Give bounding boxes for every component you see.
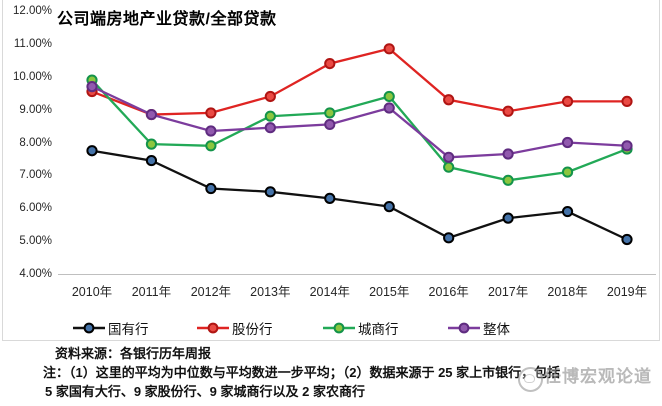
series-marker-state-owned (86, 145, 98, 157)
series-marker-state-owned (443, 232, 455, 244)
y-tick-label: 5.00% (19, 235, 52, 248)
legend-marker-icon (197, 322, 229, 334)
series-marker-overall (205, 125, 217, 137)
series-marker-overall (264, 122, 276, 134)
watermark: 任博宏观论道 (508, 356, 662, 392)
y-tick-label: 8.00% (19, 136, 52, 149)
legend-item-joint-stock: 股份行 (197, 318, 273, 338)
x-tick-label: 2010年 (71, 285, 113, 299)
series-line-state-owned (91, 149, 628, 241)
series-marker-overall (383, 102, 395, 114)
plot-area (58, 43, 656, 275)
series-marker-overall (561, 136, 574, 149)
series-marker-city-commercial (383, 90, 395, 103)
series-marker-state-owned (264, 186, 276, 198)
x-tick-label: 2013年 (250, 285, 291, 299)
legend-dot (333, 322, 345, 334)
legend-label: 股份行 (232, 322, 273, 337)
series-marker-city-commercial (502, 174, 514, 186)
series-marker-city-commercial (324, 107, 336, 119)
source-note: 资料来源：各银行历年周报 (55, 346, 212, 361)
series-marker-state-owned (561, 205, 574, 218)
legend-item-city-commercial: 城商行 (323, 318, 399, 338)
series-marker-joint-stock (205, 107, 217, 119)
x-tick-label: 2015年 (369, 285, 410, 299)
series-marker-overall (145, 108, 158, 121)
chart-border (2, 0, 660, 341)
x-tick-label: 2018年 (547, 285, 588, 299)
series-marker-joint-stock (324, 58, 336, 70)
x-tick-label: 2012年 (190, 285, 232, 299)
series-marker-city-commercial (443, 161, 455, 173)
legend-dot (83, 322, 95, 334)
series-marker-joint-stock (264, 90, 276, 103)
series-marker-overall (502, 148, 514, 160)
x-tick-label: 2017年 (487, 285, 529, 299)
series-line-city-commercial (91, 79, 628, 182)
y-tick-label: 7.00% (19, 169, 52, 182)
series-marker-city-commercial (205, 140, 217, 152)
series-line-joint-stock (91, 47, 627, 116)
series-marker-joint-stock (561, 95, 574, 108)
series-marker-state-owned (621, 233, 633, 246)
y-tick-label: 10.00% (12, 70, 52, 83)
series-marker-city-commercial (145, 138, 158, 150)
y-tick-label: 6.00% (19, 202, 52, 215)
y-tick-label: 12.00% (12, 5, 52, 17)
legend-label: 整体 (483, 322, 510, 337)
legend-label: 国有行 (108, 322, 149, 337)
series-marker-state-owned (324, 192, 336, 204)
series-marker-state-owned (383, 201, 395, 213)
x-tick-label: 2011年 (131, 285, 172, 299)
y-tick-label: 9.00% (19, 103, 52, 116)
series-marker-overall (621, 140, 633, 152)
x-tick-label: 2014年 (309, 285, 350, 299)
series-marker-overall (324, 118, 336, 131)
series-marker-state-owned (205, 182, 217, 195)
series-marker-city-commercial (264, 110, 276, 122)
series-marker-joint-stock (443, 94, 455, 106)
legend-item-state-owned: 国有行 (73, 318, 149, 338)
series-marker-state-owned (145, 154, 158, 167)
x-tick-label: 2016年 (428, 285, 469, 299)
chart-title: 公司端房地产业贷款/全部贷款 (57, 11, 277, 28)
note-line-2: 5 家国有大行、9 家股份行、9 家城商行以及 2 家农商行 (45, 384, 365, 399)
watermark-circle-icon (518, 367, 543, 392)
series-line-overall (91, 85, 628, 159)
legend-label: 城商行 (358, 322, 399, 337)
series-marker-joint-stock (621, 95, 633, 108)
y-tick-label: 11.00% (13, 37, 52, 50)
series-marker-overall (86, 81, 98, 93)
y-tick-label: 4.00% (19, 268, 52, 280)
legend-dot (207, 322, 219, 334)
watermark-text: 任博宏观论道 (544, 367, 652, 386)
series-marker-joint-stock (502, 105, 514, 117)
legend-item-overall: 整体 (448, 318, 510, 338)
legend-marker-icon (448, 322, 480, 334)
series-marker-overall (443, 151, 455, 163)
series-marker-state-owned (502, 212, 514, 224)
legend-marker-icon (323, 322, 355, 334)
x-tick-label: 2019年 (606, 285, 648, 299)
legend-marker-icon (73, 322, 105, 334)
legend-dot (458, 322, 470, 334)
series-marker-joint-stock (383, 43, 395, 55)
series-marker-city-commercial (561, 166, 574, 178)
note-line-1: 注：（1）这里的平均为中位数与平均数进一步平均；（2）数据来源于 25 家上市银… (43, 365, 561, 380)
